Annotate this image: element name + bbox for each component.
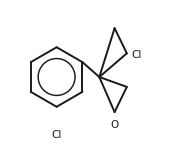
Text: Cl: Cl — [131, 50, 142, 60]
Text: Cl: Cl — [52, 130, 62, 140]
Text: O: O — [111, 120, 119, 130]
